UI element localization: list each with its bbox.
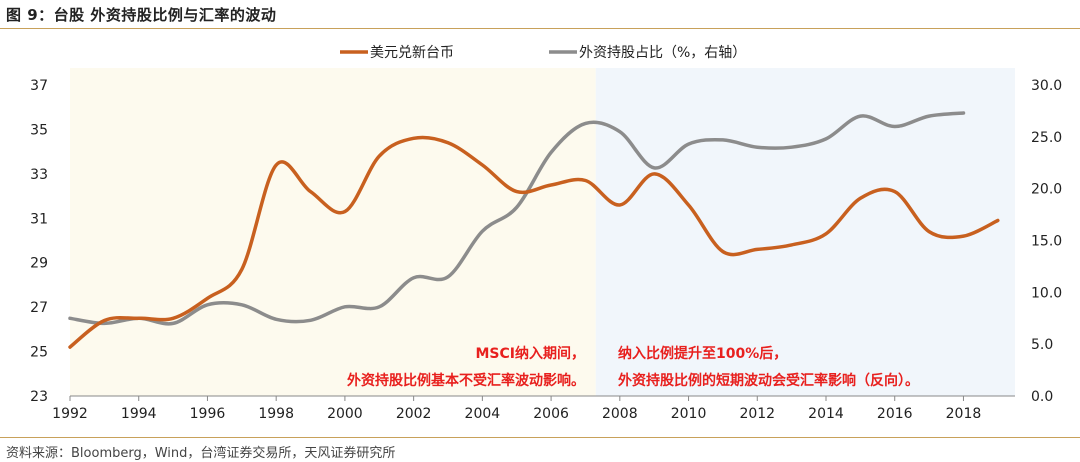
x-tick-label: 2018 (946, 406, 982, 422)
y-right-tick-label: 20.0 (1031, 182, 1062, 198)
x-tick-label: 2010 (671, 406, 707, 422)
y-right-tick-label: 30.0 (1031, 78, 1062, 94)
legend-item-usd-twd: 美元兑新台币 (340, 45, 454, 61)
shaded-region-2 (595, 68, 1015, 396)
y-right-tick-label: 0.0 (1031, 389, 1053, 405)
source-note: 资料来源：Bloomberg，Wind，台湾证券交易所，天风证券研究所 (6, 446, 396, 461)
x-tick-label: 2016 (877, 406, 913, 422)
shaded-regions (70, 68, 1015, 396)
legend-label: 外资持股占比（%，右轴） (579, 45, 746, 61)
y-left-tick-label: 27 (30, 300, 48, 316)
x-tick-label: 1998 (258, 406, 294, 422)
y-left-tick-label: 37 (30, 78, 48, 94)
y-left-tick-label: 35 (30, 122, 48, 138)
y-right-tick-label: 5.0 (1031, 337, 1053, 353)
annotation-2: 纳入比例提升至100%后， 外资持股比例的短期波动会受汇率影响（反向）。 (618, 345, 919, 389)
y-left-tick-label: 33 (30, 167, 48, 183)
legend-item-foreign-holding: 外资持股占比（%，右轴） (549, 45, 746, 61)
x-tick-label: 2006 (533, 406, 569, 422)
axes: 1992 1994 1996 1998 2000 2002 2004 2006 2008 2010… (30, 78, 1062, 422)
x-tick-label: 2004 (465, 406, 501, 422)
annotation-line: MSCI纳入期间， (476, 345, 586, 362)
y-left-tick-label: 31 (30, 211, 48, 227)
x-tick-label: 2000 (327, 406, 363, 422)
y-left-tick-label: 25 (30, 345, 48, 361)
annotation-line: 外资持股比例基本不受汇率波动影响。 (347, 372, 585, 389)
legend: 美元兑新台币 外资持股占比（%，右轴） (340, 45, 746, 61)
top-divider (0, 28, 1080, 29)
page-title: 图 9：台股 外资持股比例与汇率的波动 (6, 6, 277, 24)
series-line-usd-twd (68, 135, 1000, 349)
x-tick-label: 1994 (121, 406, 157, 422)
y-left-tick-label: 29 (30, 256, 48, 272)
x-tick-label: 2002 (396, 406, 432, 422)
y-right-tick-label: 15.0 (1031, 234, 1062, 250)
y-right-tick-label: 25.0 (1031, 130, 1062, 146)
series-lines (68, 111, 1000, 349)
y-right-tick-label: 10.0 (1031, 285, 1062, 301)
series-line-foreign-holding (68, 111, 966, 326)
y-left-tick-label: 23 (30, 389, 48, 405)
x-tick-label: 1992 (52, 406, 88, 422)
legend-label: 美元兑新台币 (370, 45, 454, 61)
x-tick-label: 2014 (808, 406, 844, 422)
annotation-line: 纳入比例提升至100%后， (618, 345, 787, 362)
x-tick-label: 1996 (190, 406, 226, 422)
x-tick-label: 2012 (739, 406, 775, 422)
annotation-1: MSCI纳入期间， 外资持股比例基本不受汇率波动影响。 (347, 345, 585, 389)
x-tick-label: 2008 (602, 406, 638, 422)
shaded-region-1 (70, 68, 596, 396)
annotation-line: 外资持股比例的短期波动会受汇率影响（反向）。 (618, 372, 919, 389)
annotations: MSCI纳入期间， 外资持股比例基本不受汇率波动影响。 纳入比例提升至100%后， 外… (347, 345, 919, 389)
bottom-divider (0, 437, 1080, 438)
